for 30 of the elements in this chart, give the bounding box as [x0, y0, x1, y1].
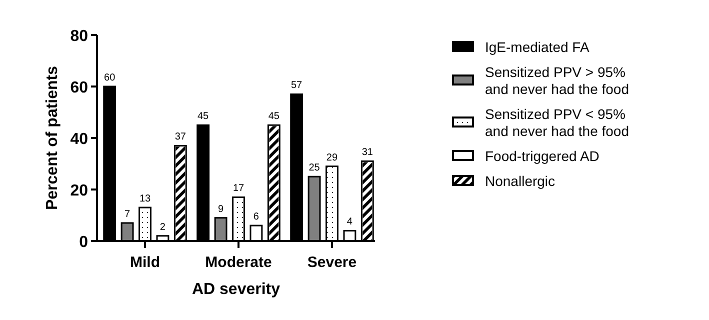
- data-label: 37: [174, 132, 186, 143]
- data-label: 17: [232, 183, 244, 194]
- legend-label: IgE-mediated FA: [485, 39, 590, 55]
- data-label: 7: [124, 208, 131, 220]
- y-axis-title: Percent of patients: [44, 66, 61, 210]
- legend-label: Nonallergic: [485, 173, 556, 189]
- legend-label: Sensitized PPV > 95% and never had the food: [485, 64, 630, 97]
- x-tick-label: Severe: [307, 254, 357, 271]
- x-axis-title: AD severity: [192, 281, 280, 298]
- y-tick-label: 40: [70, 131, 88, 148]
- x-tick-label: Moderate: [205, 254, 272, 271]
- data-label: 6: [253, 212, 260, 223]
- data-label: 2: [160, 222, 166, 233]
- data-label: 25: [308, 162, 320, 174]
- y-tick-label: 20: [70, 182, 88, 200]
- data-label: 31: [362, 147, 374, 158]
- legend-label: Sensitized PPV < 95% and never had the food: [485, 106, 630, 139]
- data-label: 60: [104, 72, 116, 84]
- data-label: 45: [268, 111, 280, 122]
- data-label: 57: [291, 80, 303, 92]
- data-label: 29: [326, 152, 338, 164]
- y-tick-label: 80: [70, 28, 88, 45]
- x-tick-label: Mild: [130, 254, 160, 271]
- data-label: 9: [218, 204, 224, 215]
- y-tick-label: 0: [79, 234, 88, 251]
- data-label: 45: [198, 111, 210, 122]
- data-label: 4: [346, 216, 353, 228]
- data-label: 13: [139, 194, 152, 205]
- y-tick-label: 60: [70, 80, 88, 96]
- legend-label: Food-triggered AD: [485, 148, 600, 164]
